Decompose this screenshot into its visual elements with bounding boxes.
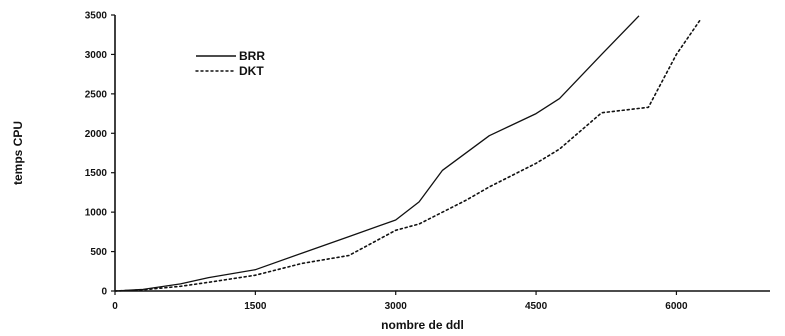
x-tick-label: 1500: [244, 301, 267, 312]
axes: [114, 15, 770, 292]
y-tick-label: 2000: [85, 129, 108, 140]
x-tick-label: 4500: [525, 301, 548, 312]
y-tick-label: 0: [101, 287, 107, 298]
y-axis-title: temps CPU: [11, 121, 25, 185]
y-tick-label: 1000: [85, 208, 108, 219]
series-line-brr: [114, 15, 640, 292]
y-tick-label: 3000: [85, 50, 108, 61]
legend-label-brr: BRR: [239, 49, 265, 63]
y-tick-label: 3500: [85, 11, 108, 22]
series-layer: [114, 15, 701, 292]
legend-label-dkt: DKT: [239, 64, 264, 78]
x-tick-label: 6000: [665, 301, 688, 312]
y-tick-label: 1500: [85, 168, 108, 179]
y-tick-label: 2500: [85, 89, 108, 100]
series-line-dkt: [114, 19, 701, 292]
x-axis-title: nombre de ddl: [381, 318, 464, 332]
y-tick-label: 500: [90, 247, 107, 258]
x-tick-label: 3000: [385, 301, 408, 312]
x-tick-label: 0: [112, 301, 118, 312]
ticks: 0 500 1000 1500 2000 2500 3000 3500 0 1500 3000 450…: [85, 11, 688, 313]
